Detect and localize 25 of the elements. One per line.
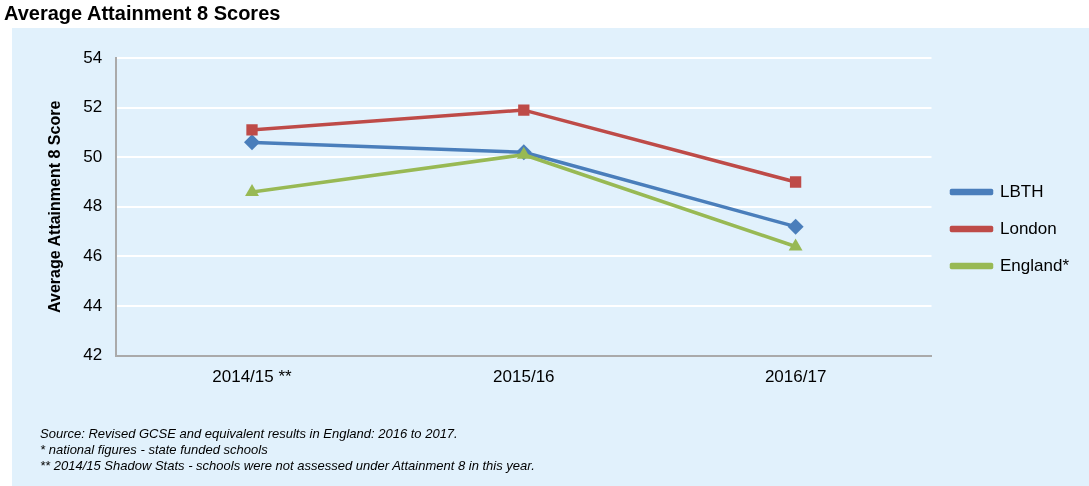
point <box>245 183 259 196</box>
source-note: Source: Revised GCSE and equivalent results in England: 2016 to 2017. <box>40 426 459 442</box>
text: ** 2014/15 Shadow Stats - schools were not assessed under Attainment 8 in this year. <box>40 458 535 474</box>
legend-label: England* <box>1000 255 1070 275</box>
x-tick-label: 2014/15 ** <box>212 367 293 387</box>
y-tick-label: 46 <box>83 246 103 266</box>
y-axis-title: Average Attainment 8 Score <box>46 100 64 313</box>
legend-label: LBTH <box>1000 181 1044 201</box>
point <box>246 124 258 136</box>
point <box>244 134 261 151</box>
x-tick-label: 2016/17 <box>764 367 827 387</box>
point <box>787 218 804 235</box>
y-tick-label: 50 <box>83 146 103 166</box>
x-tick-label: 2015/16 <box>493 367 555 387</box>
y-tick-label: 42 <box>83 345 103 365</box>
chart-title: Average Attainment 8 Scores <box>3 1 282 26</box>
y-tick-label: 48 <box>83 196 103 216</box>
y-tick-label: 44 <box>83 295 103 315</box>
text: * national figures - state funded schools <box>40 442 269 458</box>
point <box>518 104 530 116</box>
point <box>788 238 803 251</box>
y-tick-label: 54 <box>83 47 103 67</box>
y-tick-label: 52 <box>83 97 103 117</box>
legend-label: London <box>1000 218 1057 238</box>
point <box>789 176 802 188</box>
